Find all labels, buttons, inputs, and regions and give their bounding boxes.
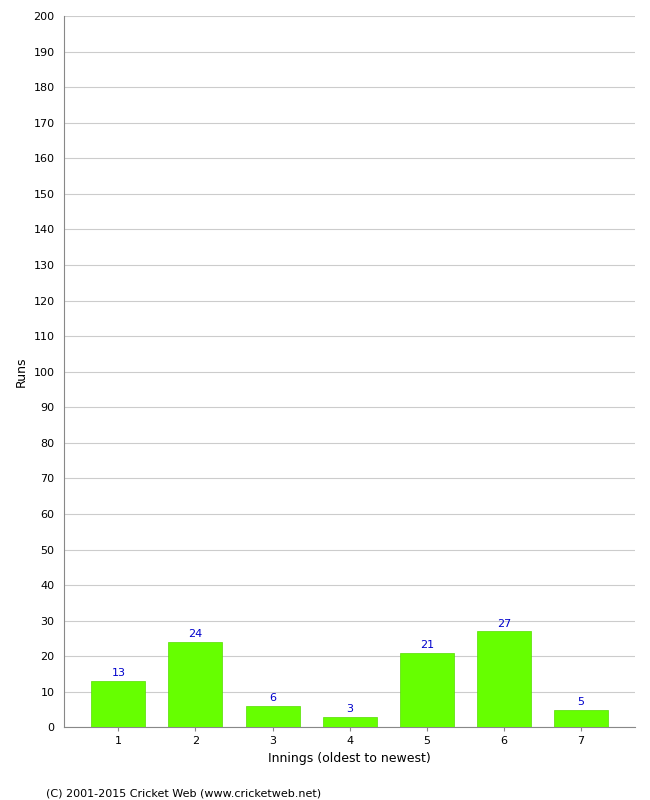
Text: 27: 27 xyxy=(497,618,511,629)
Text: 13: 13 xyxy=(111,668,125,678)
Bar xyxy=(554,710,608,727)
Bar xyxy=(400,653,454,727)
Text: 21: 21 xyxy=(420,640,434,650)
Y-axis label: Runs: Runs xyxy=(15,357,28,387)
Bar xyxy=(92,681,146,727)
Text: 6: 6 xyxy=(269,694,276,703)
Bar xyxy=(168,642,222,727)
Text: (C) 2001-2015 Cricket Web (www.cricketweb.net): (C) 2001-2015 Cricket Web (www.cricketwe… xyxy=(46,788,320,798)
X-axis label: Innings (oldest to newest): Innings (oldest to newest) xyxy=(268,752,431,765)
Text: 5: 5 xyxy=(577,697,584,706)
Bar xyxy=(246,706,300,727)
Text: 3: 3 xyxy=(346,704,353,714)
Bar xyxy=(477,631,531,727)
Text: 24: 24 xyxy=(188,630,203,639)
Bar xyxy=(322,717,377,727)
